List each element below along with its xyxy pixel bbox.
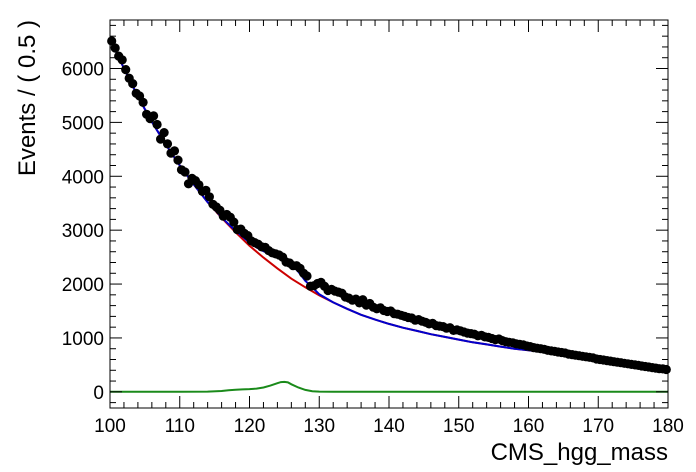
data-point (128, 79, 138, 89)
data-point (149, 111, 159, 121)
data-point (173, 155, 183, 165)
x-tick-label: 150 (443, 416, 475, 437)
data-point (121, 65, 131, 75)
y-tick-label: 0 (93, 383, 104, 404)
data-point (107, 36, 117, 46)
y-tick-label: 4000 (62, 167, 104, 188)
x-tick-label: 180 (652, 416, 684, 437)
y-tick-label: 2000 (62, 275, 104, 296)
y-tick-label: 1000 (62, 329, 104, 350)
data-point (117, 55, 127, 65)
data-point (661, 364, 671, 375)
x-tick-label: 160 (513, 416, 545, 437)
data-point (180, 167, 190, 177)
x-tick-label: 120 (234, 416, 266, 437)
data-point (152, 119, 162, 130)
y-tick-label: 3000 (62, 221, 104, 242)
x-axis-title: CMS_hgg_mass (491, 439, 668, 466)
axis-ticks: 100 110 120 130 140 150 160 170 180 0 1000 2000 3000… (62, 20, 684, 437)
series-line-signal (110, 380, 668, 393)
data-point (138, 97, 148, 107)
data-point (302, 271, 312, 281)
data-point (204, 192, 214, 202)
data-point (159, 128, 169, 138)
y-axis-title: Events / ( 0.5 ) (14, 20, 41, 176)
y-tick-label: 5000 (62, 113, 104, 134)
data-points (107, 36, 671, 375)
x-tick-label: 140 (373, 416, 405, 437)
y-tick-label: 6000 (62, 60, 104, 81)
data-point (162, 139, 173, 149)
data-point (169, 146, 180, 156)
data-point (110, 43, 120, 53)
x-tick-label: 100 (94, 416, 126, 437)
data-point (229, 217, 239, 227)
x-tick-label: 130 (303, 416, 335, 437)
x-tick-label: 170 (582, 416, 614, 437)
x-tick-label: 110 (165, 416, 195, 437)
